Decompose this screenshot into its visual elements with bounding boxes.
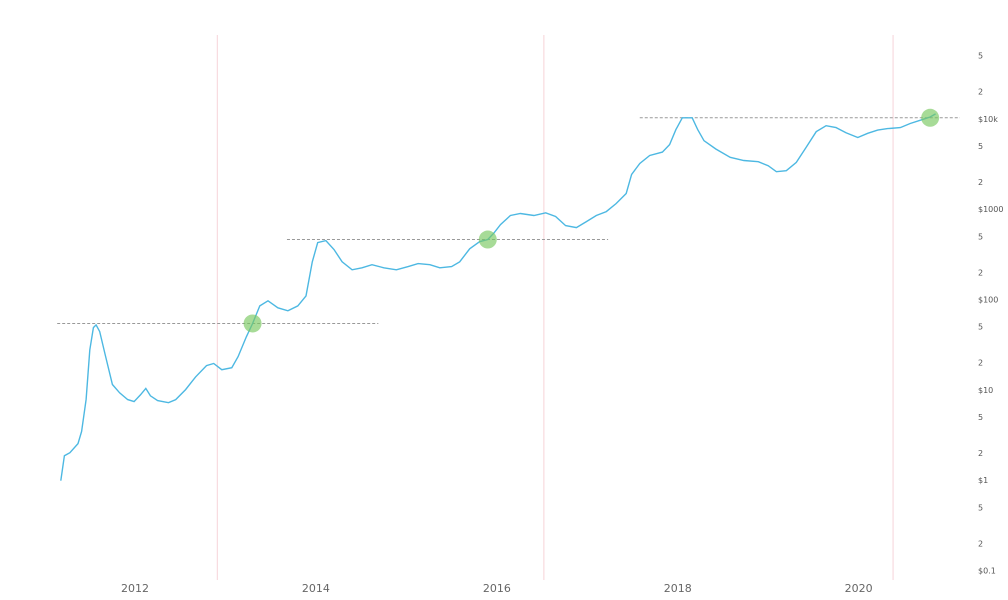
y-tick-label: 5 xyxy=(978,52,983,61)
y-tick-label: 5 xyxy=(978,232,983,241)
price-line xyxy=(60,113,936,481)
y-tick-label: $1000 xyxy=(978,205,1003,214)
y-tick-label: 5 xyxy=(978,142,983,151)
y-tick-label: 2 xyxy=(978,88,983,97)
x-tick-label: 2020 xyxy=(845,582,873,595)
highlight-point xyxy=(243,314,262,333)
x-tick-label: 2012 xyxy=(121,582,149,595)
y-tick-label: $100 xyxy=(978,296,998,305)
y-tick-label: $1 xyxy=(978,476,988,485)
highlight-point xyxy=(478,230,497,249)
y-tick-label: 2 xyxy=(978,178,983,187)
y-tick-label: $10 xyxy=(978,386,993,395)
y-tick-label: $0.1 xyxy=(978,567,996,576)
y-tick-label: 2 xyxy=(978,449,983,458)
y-tick-label: 2 xyxy=(978,359,983,368)
x-tick-label: 2018 xyxy=(664,582,692,595)
y-tick-label: 5 xyxy=(978,503,983,512)
y-tick-label: 2 xyxy=(978,268,983,277)
y-tick-label: $10k xyxy=(978,115,998,124)
highlight-point xyxy=(921,108,940,127)
y-tick-label: 2 xyxy=(978,539,983,548)
y-tick-label: 5 xyxy=(978,413,983,422)
y-tick-label: 5 xyxy=(978,323,983,332)
x-tick-label: 2014 xyxy=(302,582,330,595)
x-tick-label: 2016 xyxy=(483,582,511,595)
